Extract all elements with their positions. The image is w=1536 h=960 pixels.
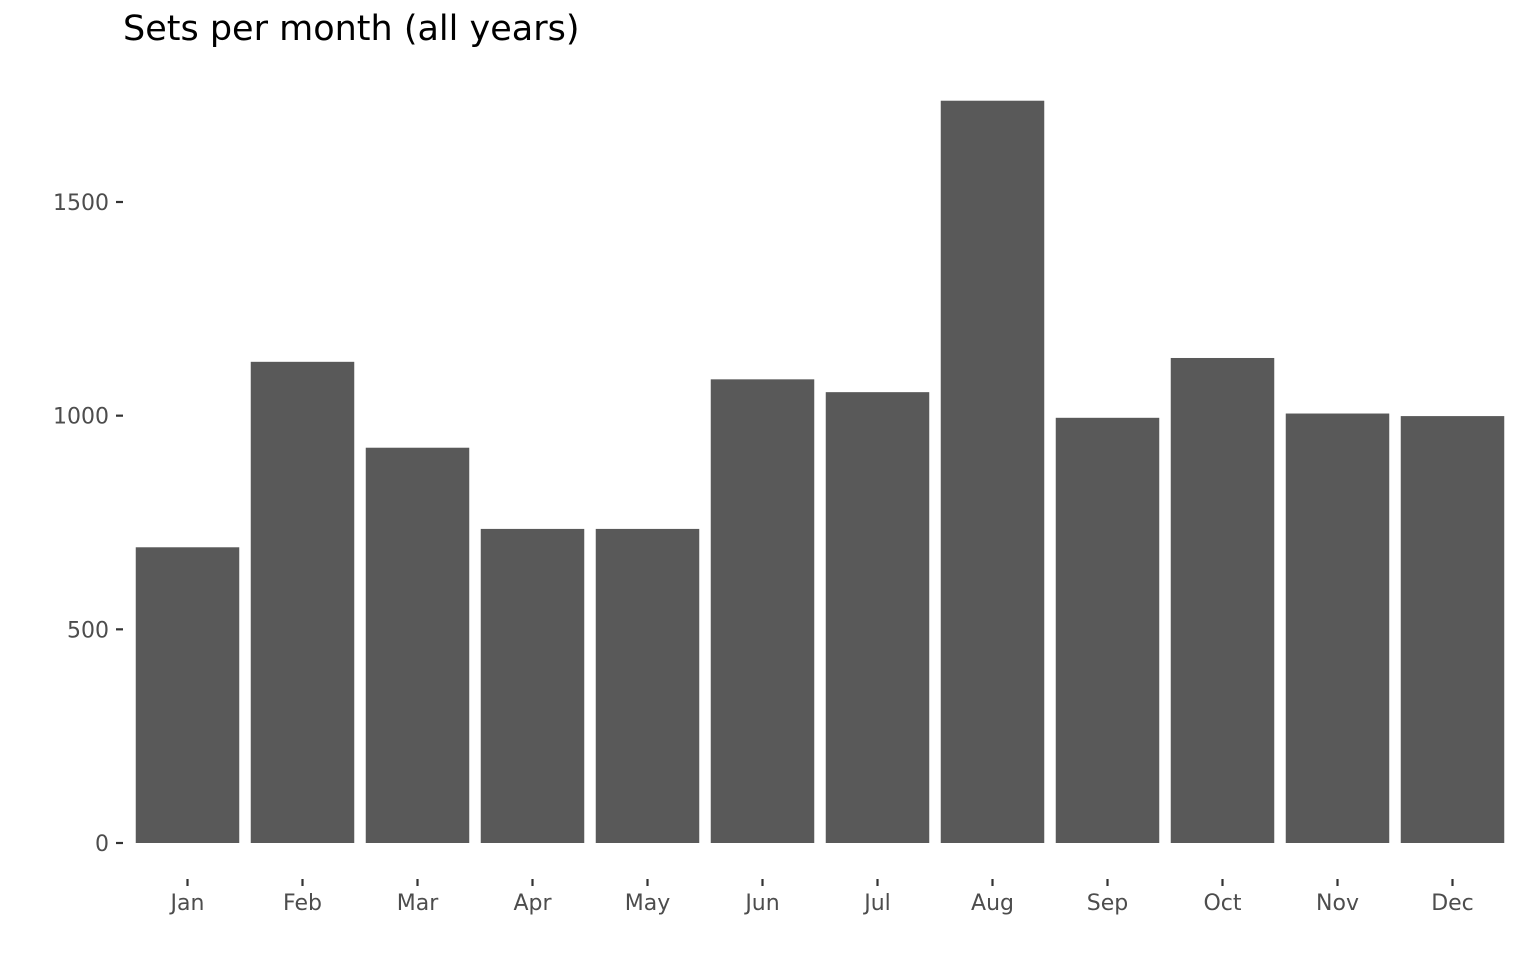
x-tick-label-jun: Jun [743, 891, 779, 916]
x-tick-label-mar: Mar [397, 891, 439, 916]
bar-nov [1285, 413, 1390, 843]
bar-apr [480, 528, 585, 843]
x-tick-label-aug: Aug [971, 891, 1014, 916]
bar-jan [135, 547, 240, 843]
bar-jul [825, 392, 930, 843]
x-tick-label-feb: Feb [283, 891, 322, 916]
bar-jun [710, 379, 815, 843]
x-tick-label-may: May [625, 891, 670, 916]
bars-group [135, 100, 1505, 844]
bar-feb [250, 361, 355, 843]
x-tick-label-sep: Sep [1087, 891, 1128, 916]
bar-sep [1055, 417, 1160, 843]
x-tick-label-apr: Apr [513, 891, 552, 916]
y-axis: 0 500 1000 1500 [53, 191, 123, 857]
y-tick-label-0: 0 [95, 832, 109, 857]
x-tick-label-jul: Jul [862, 891, 891, 916]
bar-dec [1400, 416, 1505, 843]
chart-title: Sets per month (all years) [123, 9, 579, 49]
y-tick-label-1000: 1000 [53, 405, 109, 430]
y-tick-label-500: 500 [67, 618, 109, 643]
y-tick-label-1500: 1500 [53, 191, 109, 216]
x-axis: Jan Feb Mar Apr May Jun Jul Aug Sep Oct Nov Dec [169, 879, 1474, 916]
bar-aug [940, 100, 1045, 844]
x-tick-label-jan: Jan [169, 891, 205, 916]
bar-oct [1170, 357, 1275, 843]
x-tick-label-nov: Nov [1316, 891, 1359, 916]
x-tick-label-oct: Oct [1203, 891, 1241, 916]
x-tick-label-dec: Dec [1431, 891, 1474, 916]
bar-mar [365, 447, 470, 843]
bar-may [595, 528, 700, 843]
